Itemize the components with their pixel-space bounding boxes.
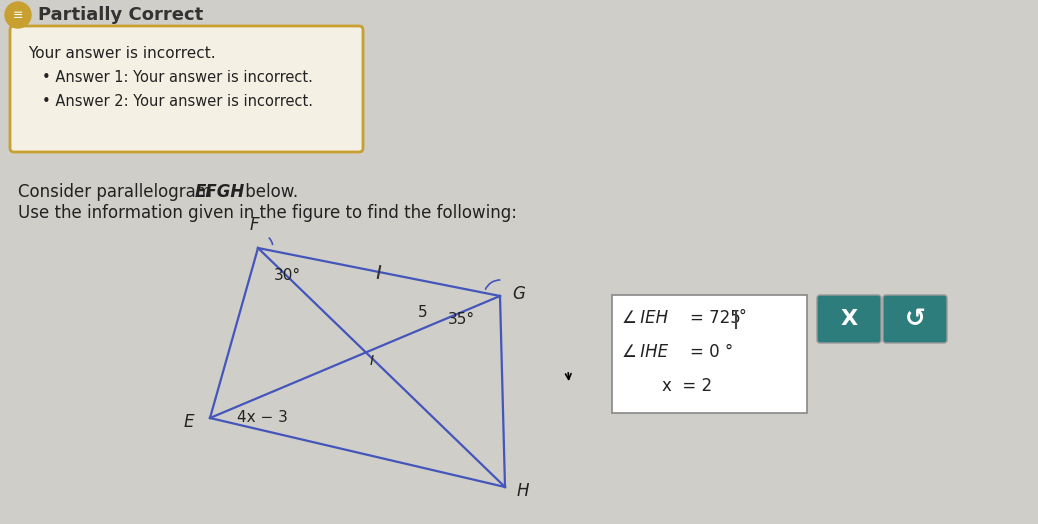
Text: = 0 °: = 0 ° [690,343,733,361]
Text: H: H [517,482,529,500]
Text: ↺: ↺ [904,307,926,331]
Text: ∠ IEH: ∠ IEH [622,309,668,327]
Text: ≡: ≡ [12,8,23,21]
Text: 35°: 35° [448,312,475,327]
Text: 5: 5 [418,305,428,320]
Text: G: G [512,285,525,303]
Text: x  = 2: x = 2 [662,377,712,395]
Text: EFGH: EFGH [195,183,245,201]
Text: Your answer is incorrect.: Your answer is incorrect. [28,46,216,61]
Text: • Answer 1: Your answer is incorrect.: • Answer 1: Your answer is incorrect. [42,70,312,85]
Text: X: X [841,309,857,329]
FancyBboxPatch shape [10,26,363,152]
Text: = 725: = 725 [690,309,741,327]
FancyBboxPatch shape [817,295,881,343]
Text: • Answer 2: Your answer is incorrect.: • Answer 2: Your answer is incorrect. [42,94,313,109]
Text: Use the information given in the figure to find the following:: Use the information given in the figure … [18,204,517,222]
Text: I: I [370,354,374,368]
Text: E: E [184,413,194,431]
Text: 4x − 3: 4x − 3 [237,410,288,425]
Text: F: F [249,216,258,234]
Text: 30°: 30° [274,268,301,283]
FancyBboxPatch shape [883,295,947,343]
Text: Partially Correct: Partially Correct [38,6,203,24]
Text: below.: below. [240,183,298,201]
Text: Consider parallelogram: Consider parallelogram [18,183,217,201]
Circle shape [5,2,31,28]
FancyBboxPatch shape [612,295,807,413]
Text: ∠ IHE: ∠ IHE [622,343,668,361]
Text: °: ° [738,309,745,324]
